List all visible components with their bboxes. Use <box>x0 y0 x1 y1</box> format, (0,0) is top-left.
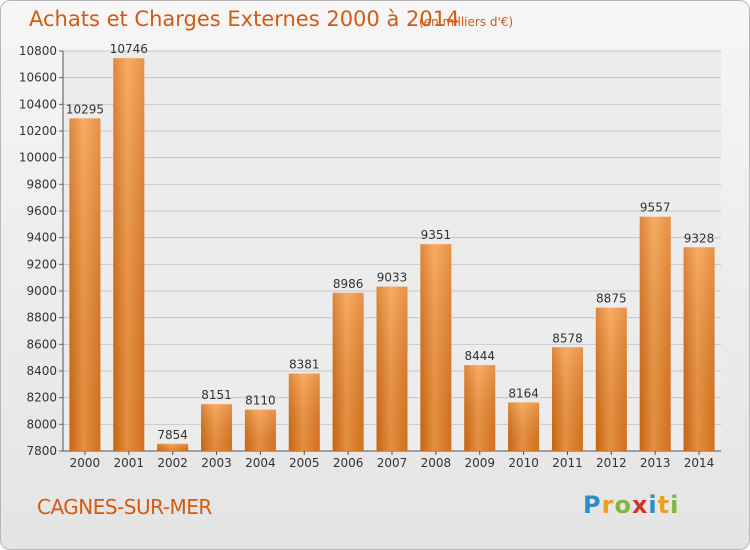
data-label: 8151 <box>201 388 232 402</box>
data-label: 8875 <box>596 292 627 306</box>
x-tick-label: 2005 <box>289 456 320 470</box>
data-label: 8444 <box>464 349 495 363</box>
x-tick-label: 2012 <box>596 456 627 470</box>
bar-shade <box>639 216 671 451</box>
y-tick-label: 10600 <box>19 71 57 85</box>
x-tick-label: 2004 <box>245 456 276 470</box>
data-label: 9033 <box>377 271 408 285</box>
bar-shade <box>683 247 715 451</box>
data-label: 8164 <box>508 386 539 400</box>
x-tick-label: 2011 <box>552 456 583 470</box>
y-tick-label: 10800 <box>19 44 57 58</box>
data-label: 8381 <box>289 358 320 372</box>
y-tick-label: 10000 <box>19 151 57 165</box>
x-tick-label: 2002 <box>157 456 188 470</box>
data-label: 9328 <box>684 231 715 245</box>
y-tick-label: 9200 <box>26 257 57 271</box>
bar-shade <box>157 443 189 451</box>
bar-shade <box>464 365 496 451</box>
x-tick-label: 2006 <box>333 456 364 470</box>
y-tick-label: 8200 <box>26 391 57 405</box>
data-label: 8578 <box>552 331 583 345</box>
data-label: 9557 <box>640 201 671 215</box>
bar-shade <box>551 347 583 451</box>
x-tick-label: 2009 <box>464 456 495 470</box>
y-tick-label: 10400 <box>19 97 57 111</box>
bar-shade <box>595 307 627 451</box>
y-tick-label: 8400 <box>26 364 57 378</box>
y-tick-label: 9800 <box>26 177 57 191</box>
y-tick-label: 10200 <box>19 124 57 138</box>
x-tick-label: 2007 <box>377 456 408 470</box>
x-tick-label: 2003 <box>201 456 232 470</box>
bar-shade <box>376 286 408 451</box>
data-label: 8986 <box>333 277 364 291</box>
x-tick-label: 2013 <box>640 456 671 470</box>
city-name: CAGNES-SUR-MER <box>37 495 212 519</box>
y-tick-label: 9400 <box>26 231 57 245</box>
data-label: 10295 <box>66 102 104 116</box>
proxiti-logo[interactable]: Proxiti <box>583 491 680 519</box>
x-tick-label: 2001 <box>114 456 145 470</box>
data-label: 10746 <box>110 42 148 56</box>
data-label: 8110 <box>245 394 276 408</box>
bar-shade <box>69 118 101 451</box>
bar-shade <box>288 373 320 451</box>
bar-shade <box>244 409 276 451</box>
data-label: 9351 <box>421 228 452 242</box>
x-tick-label: 2008 <box>421 456 452 470</box>
bar-shade <box>508 402 540 451</box>
x-tick-label: 2014 <box>684 456 715 470</box>
y-tick-label: 8000 <box>26 417 57 431</box>
y-tick-label: 8600 <box>26 337 57 351</box>
y-tick-label: 7800 <box>26 444 57 458</box>
bar-shade <box>332 292 364 451</box>
data-label: 7854 <box>157 428 188 442</box>
bar-shade <box>420 244 452 451</box>
bar-shade <box>201 404 233 451</box>
bar-shade <box>113 58 145 451</box>
y-tick-label: 9600 <box>26 204 57 218</box>
x-tick-label: 2000 <box>70 456 101 470</box>
chart-unit: (en milliers d'€) <box>419 15 514 29</box>
y-tick-label: 8800 <box>26 311 57 325</box>
chart-title: Achats et Charges Externes 2000 à 2014 <box>29 7 460 31</box>
y-tick-label: 9000 <box>26 284 57 298</box>
x-tick-label: 2010 <box>508 456 539 470</box>
